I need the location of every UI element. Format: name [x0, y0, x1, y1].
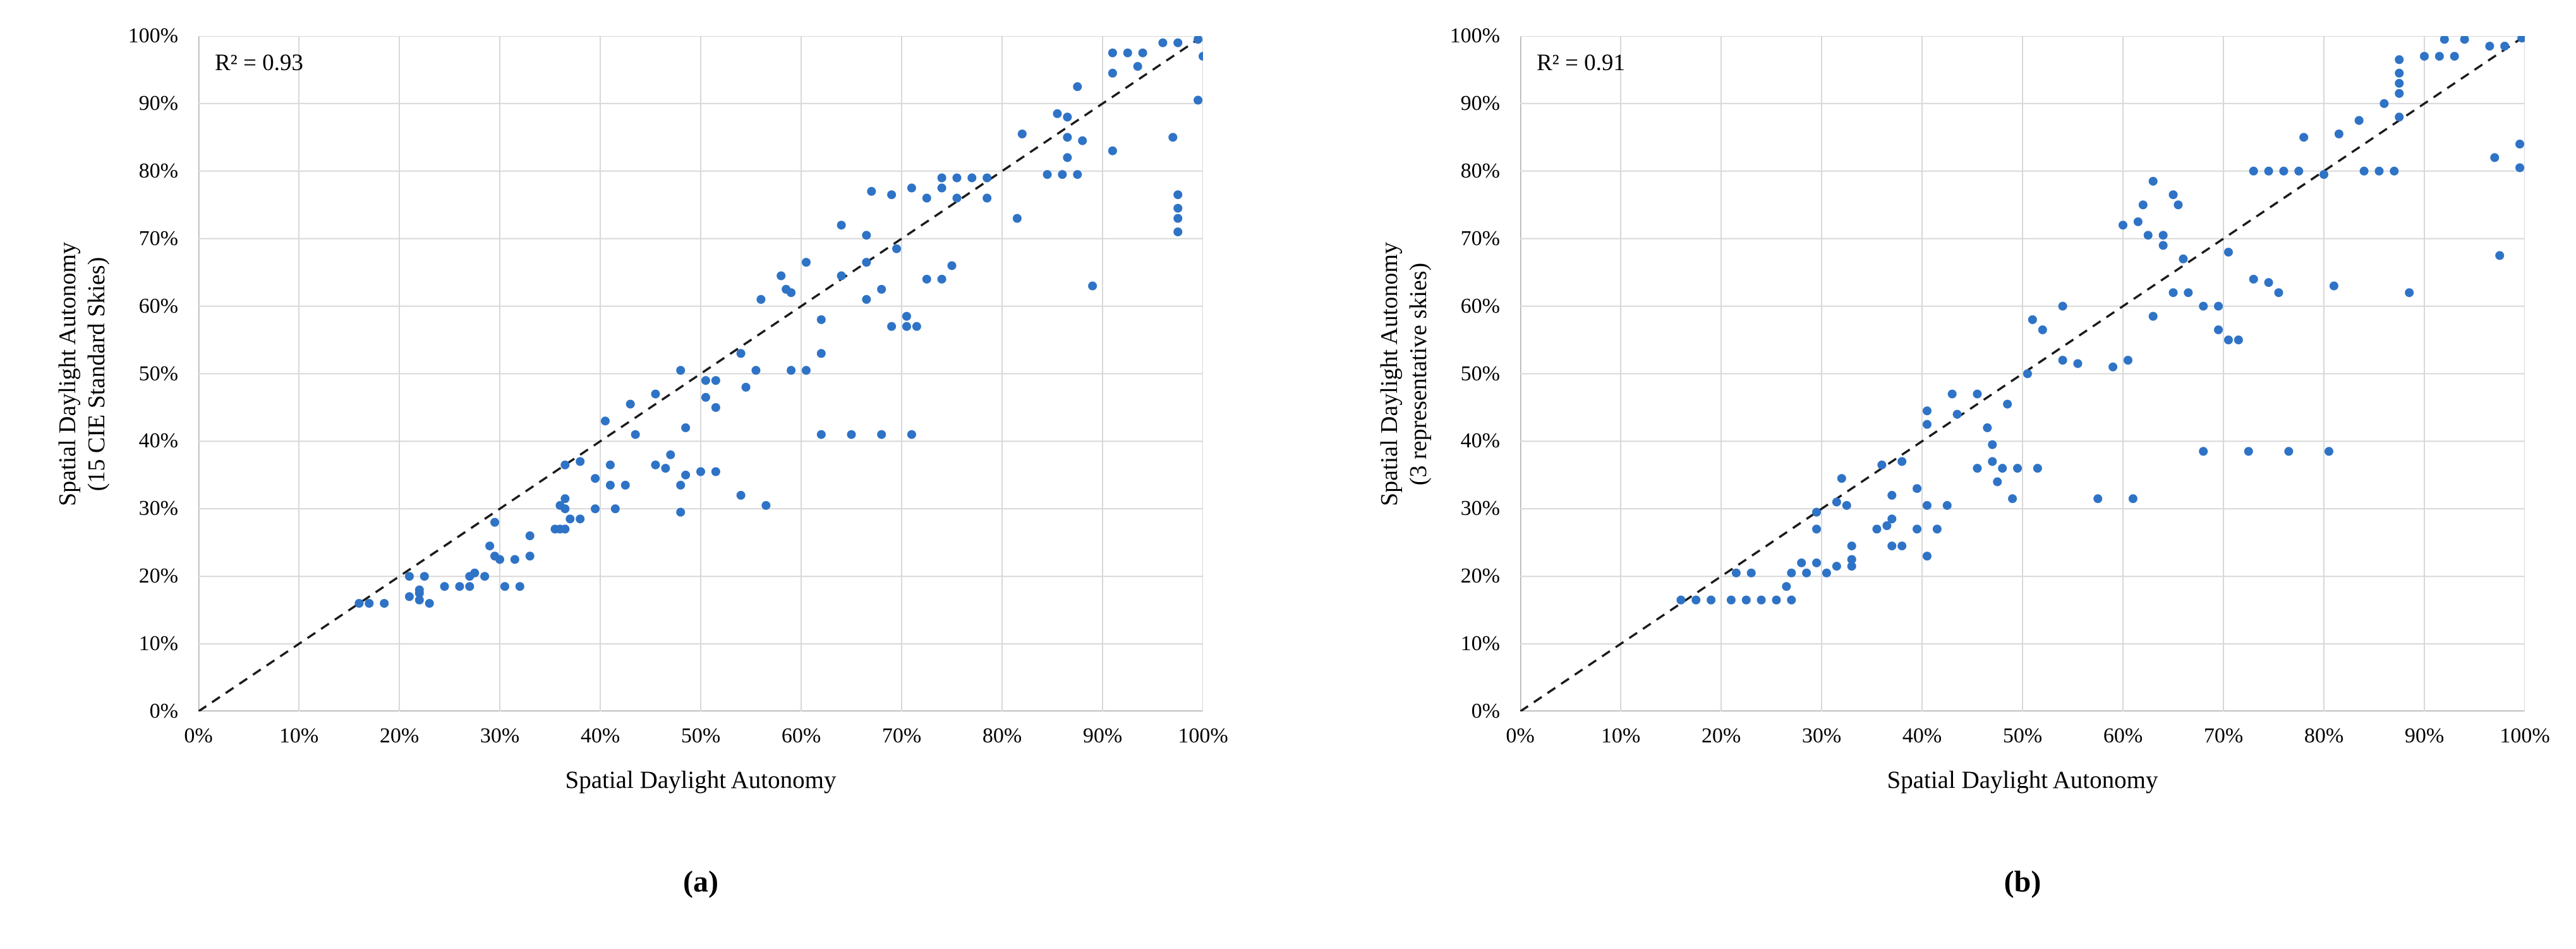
y-tick-label: 40%	[138, 429, 178, 453]
x-tick-label: 30%	[480, 724, 520, 747]
y-tick-label: 60%	[1460, 294, 1500, 318]
x-tick-label: 80%	[2304, 724, 2344, 747]
y-axis-ticks-b: 0% 10% 20% 30% 40% 50% 60% 70% 80% 90% 100%	[1322, 24, 1509, 723]
x-axis-title-b: Spatial Daylight Autonomy	[1887, 766, 2158, 794]
plot-area-b	[1520, 36, 2525, 711]
panel-caption-b: (b)	[2004, 865, 2041, 898]
y-tick-label: 10%	[138, 632, 178, 656]
y-tick-label: 80%	[1460, 159, 1500, 183]
x-axis-ticks-b: 0% 10% 20% 30% 40% 50% 60% 70% 80% 90% 100%	[1506, 724, 2549, 756]
x-tick-label: 60%	[2103, 724, 2143, 747]
y-tick-label: 10%	[1460, 632, 1500, 656]
x-tick-label: 0%	[184, 724, 213, 747]
x-tick-label: 50%	[2002, 724, 2043, 747]
y-tick-label: 80%	[138, 159, 178, 183]
y-tick-label: 100%	[128, 24, 178, 47]
y-tick-label: 70%	[138, 226, 178, 250]
x-tick-label: 70%	[2203, 724, 2244, 747]
y-tick-label: 70%	[1460, 226, 1500, 250]
panel-a: Spatial Daylight Autonomy (15 CIE Standa…	[0, 0, 1254, 949]
x-tick-label: 40%	[1902, 724, 1942, 747]
x-axis-title-a: Spatial Daylight Autonomy	[565, 766, 837, 794]
panel-b: Spatial Daylight Autonomy (3 representat…	[1322, 0, 2576, 949]
y-tick-label: 100%	[1449, 24, 1500, 47]
y-axis-ticks-a: 0% 10% 20% 30% 40% 50% 60% 70% 80% 90% 100%	[0, 24, 187, 723]
x-axis-ticks-a: 0% 10% 20% 30% 40% 50% 60% 70% 80% 90% 100%	[184, 724, 1228, 756]
x-tick-label: 20%	[379, 724, 420, 747]
y-tick-label: 30%	[138, 497, 178, 521]
y-tick-label: 20%	[1460, 564, 1500, 588]
r-squared-label-b: R² = 0.91	[1537, 50, 1625, 76]
y-tick-label: 50%	[1460, 361, 1500, 385]
y-tick-label: 0%	[149, 699, 178, 723]
x-tick-label: 30%	[1801, 724, 1842, 747]
scatter-plot-a	[198, 36, 1203, 711]
y-tick-label: 90%	[1460, 91, 1500, 115]
y-tick-label: 50%	[138, 361, 178, 385]
r-squared-label-a: R² = 0.93	[215, 50, 303, 76]
y-tick-label: 60%	[138, 294, 178, 318]
x-tick-label: 100%	[1178, 724, 1228, 747]
y-tick-label: 20%	[138, 564, 178, 588]
x-tick-label: 50%	[680, 724, 721, 747]
scatter-plot-b	[1520, 36, 2525, 711]
x-tick-label: 60%	[781, 724, 821, 747]
plot-area-a	[198, 36, 1203, 711]
x-tick-label: 80%	[982, 724, 1022, 747]
x-tick-label: 20%	[1701, 724, 1741, 747]
x-tick-label: 40%	[580, 724, 620, 747]
x-tick-label: 10%	[1600, 724, 1641, 747]
y-tick-label: 0%	[1471, 699, 1500, 723]
x-tick-label: 90%	[2404, 724, 2445, 747]
y-tick-label: 30%	[1460, 497, 1500, 521]
panel-caption-a: (a)	[683, 865, 718, 898]
x-tick-label: 10%	[279, 724, 319, 747]
x-tick-label: 90%	[1082, 724, 1123, 747]
x-tick-label: 100%	[2500, 724, 2550, 747]
x-tick-label: 70%	[881, 724, 922, 747]
x-tick-label: 0%	[1506, 724, 1535, 747]
y-tick-label: 40%	[1460, 429, 1500, 453]
y-tick-label: 90%	[138, 91, 178, 115]
